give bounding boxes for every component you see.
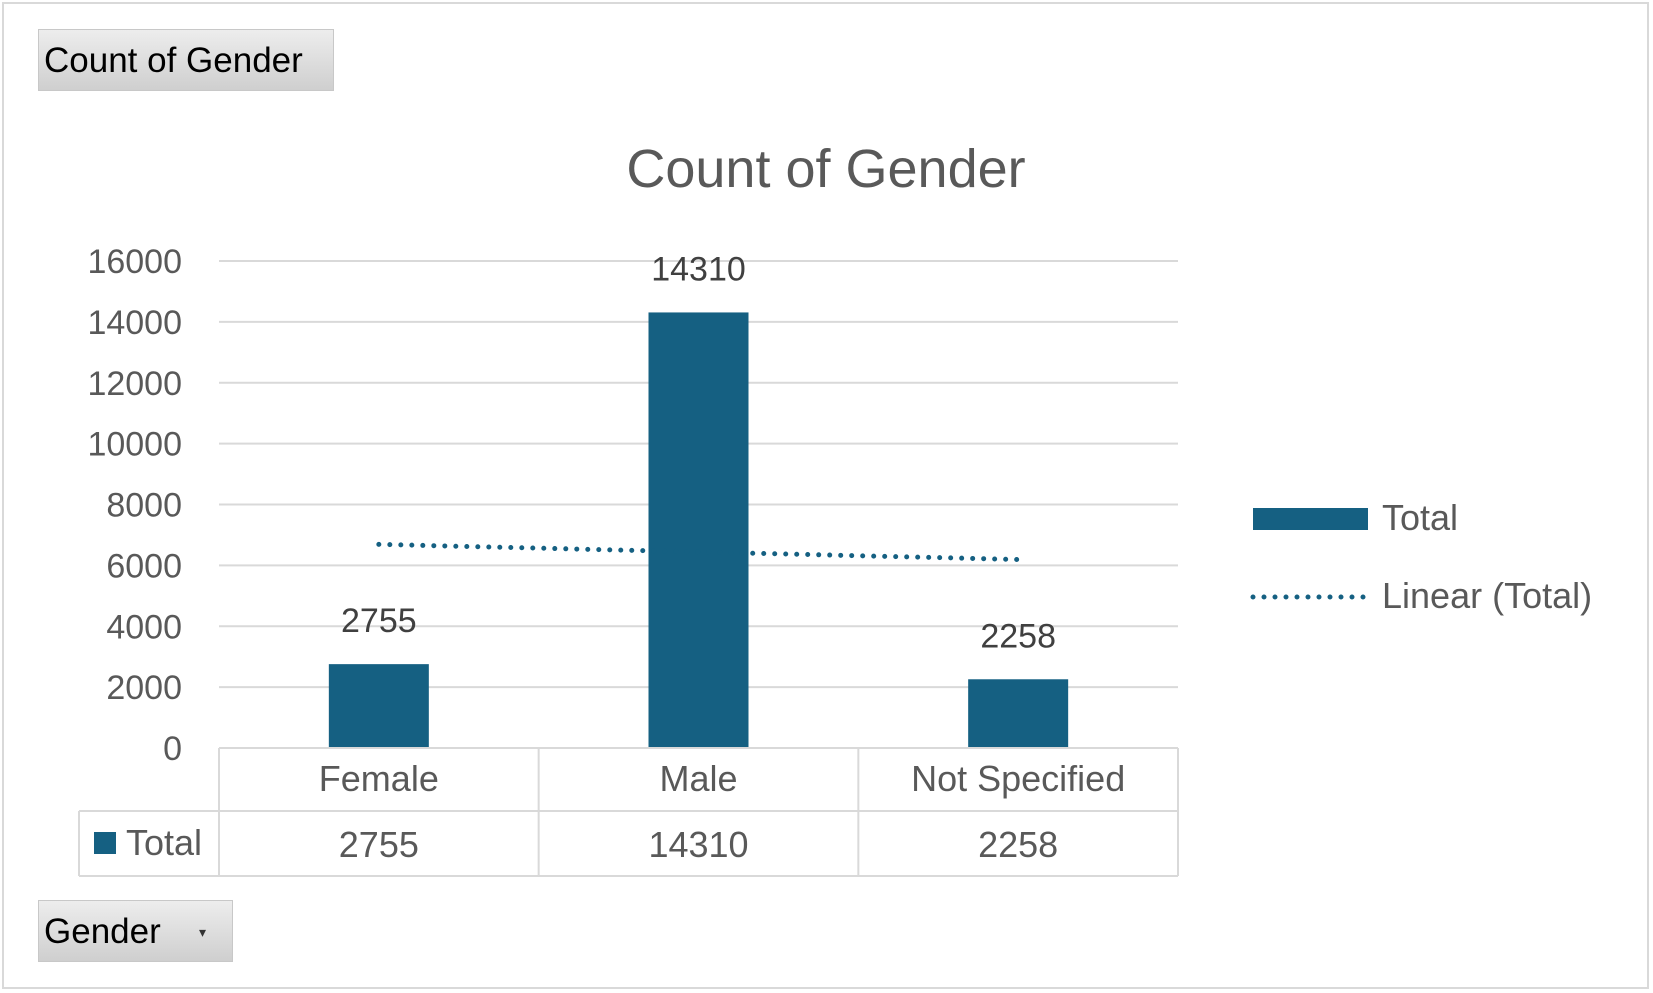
bar [648, 312, 749, 748]
y-tick-label: 16000 [87, 243, 182, 281]
legend-key-total [1253, 508, 1368, 530]
legend-label-total: Total [1382, 497, 1458, 538]
y-tick-label: 4000 [106, 608, 182, 646]
value-field-button[interactable]: Count of Gender [38, 29, 334, 91]
y-tick-label: 0 [163, 730, 182, 768]
data-table-series-name: Total [126, 822, 202, 863]
y-tick-label: 6000 [106, 547, 182, 585]
trendline [376, 541, 1021, 563]
bar [968, 679, 1069, 748]
chart-title: Count of Gender [626, 139, 1025, 199]
data-table-value: 2755 [339, 824, 419, 865]
y-tick-label: 14000 [87, 304, 182, 342]
y-tick-label: 12000 [87, 365, 182, 403]
data-label: 2755 [341, 602, 417, 640]
y-tick-label: 10000 [87, 426, 182, 464]
bar [328, 664, 429, 748]
legend-label-trendline: Linear (Total) [1382, 575, 1592, 616]
category-label: Not Specified [911, 758, 1125, 799]
data-table-value: 2258 [978, 824, 1058, 865]
axis-field-button[interactable]: Gender ▾ [38, 900, 233, 962]
y-tick-label: 8000 [106, 487, 182, 525]
data-label: 14310 [651, 250, 746, 288]
data-table-legend-key [94, 832, 116, 854]
data-label: 2258 [980, 617, 1056, 655]
dropdown-arrow-icon[interactable]: ▾ [199, 924, 207, 940]
axis-field-label: Gender [44, 912, 161, 951]
y-tick-label: 2000 [106, 669, 182, 707]
category-label: Male [659, 758, 737, 799]
data-table-value: 14310 [648, 824, 748, 865]
category-label: Female [319, 758, 439, 799]
